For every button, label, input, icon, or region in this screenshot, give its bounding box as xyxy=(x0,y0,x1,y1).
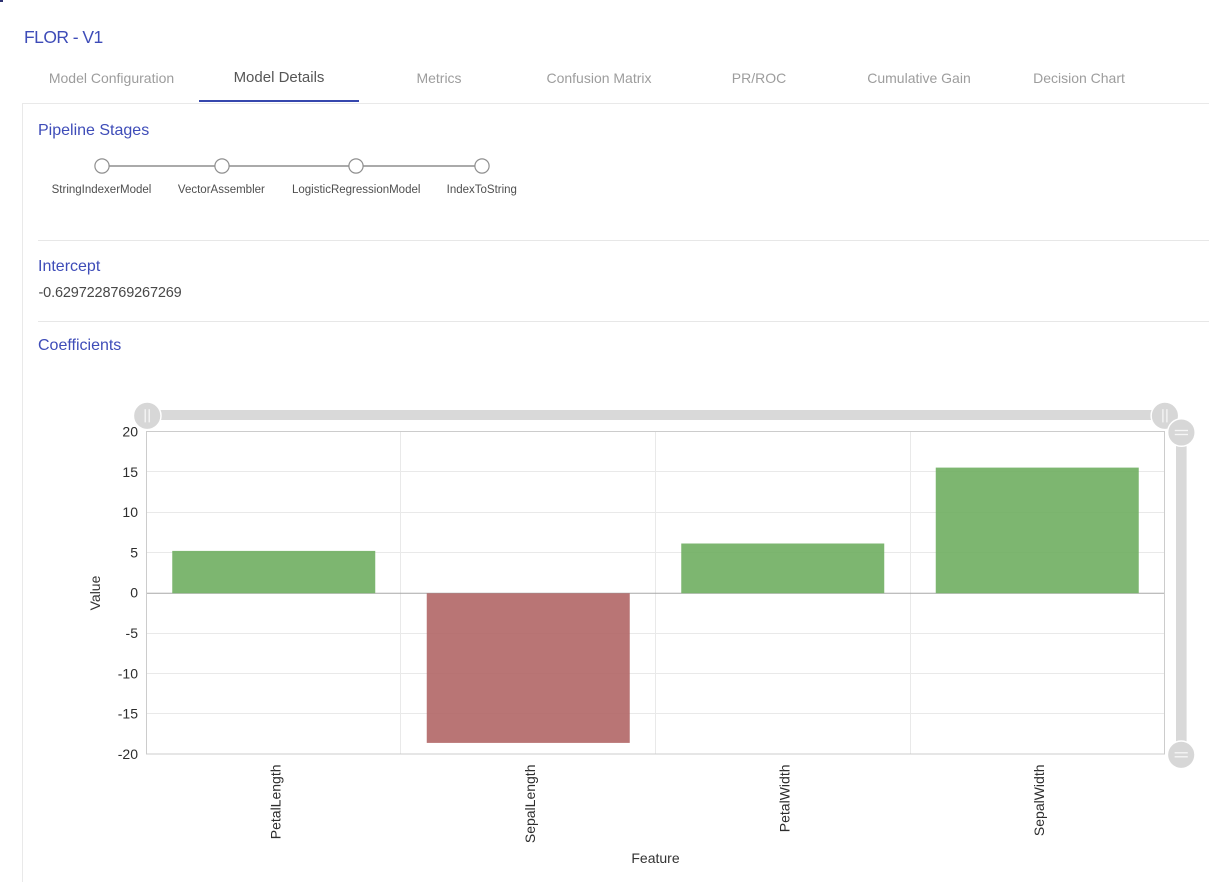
svg-text:-10: -10 xyxy=(118,665,138,681)
svg-text:-15: -15 xyxy=(118,706,138,722)
svg-text:SepalLength: SepalLength xyxy=(522,765,538,844)
svg-text:0: 0 xyxy=(130,585,138,601)
svg-text:Feature: Feature xyxy=(631,850,679,866)
svg-text:Value: Value xyxy=(87,575,103,610)
svg-text:PetalWidth: PetalWidth xyxy=(777,765,793,833)
svg-text:SepalWidth: SepalWidth xyxy=(1031,765,1047,837)
svg-text:10: 10 xyxy=(122,504,138,520)
svg-text:20: 20 xyxy=(122,424,138,440)
svg-text:-20: -20 xyxy=(118,746,138,762)
svg-text:5: 5 xyxy=(130,544,138,560)
svg-text:15: 15 xyxy=(122,464,138,480)
svg-text:PetalLength: PetalLength xyxy=(268,765,284,840)
svg-text:-5: -5 xyxy=(126,625,139,641)
